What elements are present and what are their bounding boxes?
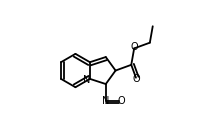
Text: O: O bbox=[118, 96, 125, 106]
Text: O: O bbox=[131, 42, 138, 52]
Text: O: O bbox=[133, 74, 140, 84]
Text: N: N bbox=[102, 96, 110, 106]
Text: N: N bbox=[83, 75, 90, 85]
